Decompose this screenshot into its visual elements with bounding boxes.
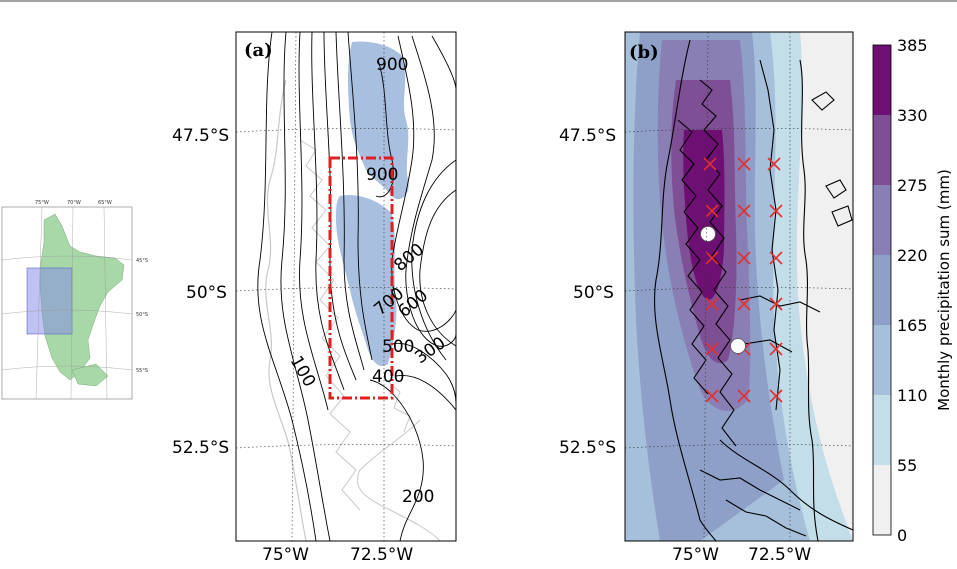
inset-lon-label-3: 65°W (98, 200, 112, 206)
precip-band-385 (683, 130, 725, 300)
colorbar-swatch-275-330 (873, 115, 891, 185)
grid-point-marker (767, 157, 781, 171)
station-marker (700, 226, 716, 242)
inset-lon-label-1: 75°W (35, 200, 49, 206)
panel-a-label: (a) (244, 40, 273, 61)
colorbar-tick: 385 (897, 36, 928, 55)
grid-point-marker (737, 157, 751, 171)
panel-a-lat-label: 52.5°S (172, 438, 229, 458)
grid-point-marker (703, 157, 717, 171)
grid-point-marker (769, 389, 783, 403)
panel-b-frame (624, 31, 854, 542)
contour-label: 900 (376, 55, 408, 75)
panel-b-lat-label: 52.5°S (559, 438, 616, 458)
grid-point-marker (737, 251, 751, 265)
panel-a-frame (235, 31, 457, 542)
colorbar-swatch-0-55 (873, 465, 891, 535)
colorbar-tick: 275 (897, 176, 928, 195)
colorbar-swatch-165-220 (873, 255, 891, 325)
panel-b: (b) 47.5°S 50°S 52.5°S 75°W 72.5°W (559, 31, 854, 565)
panel-b-lat-label: 50°S (573, 283, 614, 303)
panel-a-graticule (236, 32, 456, 541)
panel-b-lon-label: 72.5°W (748, 545, 811, 565)
panel-a-lat-label: 47.5°S (172, 126, 229, 146)
grid-point-marker (705, 204, 719, 218)
grid-point-marker (769, 297, 783, 311)
inset-map: 75°W 70°W 65°W 45°S 50°S 55°S (1, 200, 148, 400)
inset-lat-label-3: 55°S (136, 368, 148, 374)
panel-a-domain-box (328, 156, 394, 400)
panel-b-graticule (625, 32, 853, 541)
grid-point-marker (737, 389, 751, 403)
grid-point-marker (705, 342, 719, 356)
contour-label: 900 (366, 165, 398, 185)
grid-point-marker (705, 251, 719, 265)
panel-a-coastline-west (265, 79, 307, 541)
panel-b-coastline (653, 39, 853, 541)
colorbar-tick: 165 (897, 316, 928, 335)
colorbar-tick: 0 (897, 526, 907, 545)
grid-point-marker (769, 251, 783, 265)
colorbar-tick: 55 (897, 456, 917, 475)
panel-a-lon-label: 72.5°W (350, 545, 413, 565)
inset-lat-label-1: 45°S (136, 258, 148, 264)
colorbar-swatch-55-110 (873, 395, 891, 465)
panel-a-background (236, 32, 456, 541)
grid-point-marker (737, 297, 751, 311)
panel-b-grid-points (703, 157, 783, 403)
inset-domain-box (26, 267, 73, 335)
grid-point-marker (705, 389, 719, 403)
inset-tierra-del-fuego (71, 363, 109, 387)
colorbar-frame (872, 44, 892, 536)
colorbar-tick: 110 (897, 386, 928, 405)
grid-point-marker (769, 342, 783, 356)
station-marker (730, 338, 746, 354)
contour-label: 400 (372, 367, 404, 387)
contour-label: 500 (382, 337, 414, 357)
panel-a-lakes (385, 379, 411, 433)
panel-b-label: (b) (629, 42, 659, 63)
panel-a: 900 900 800 600 700 500 400 300 100 200 … (172, 31, 457, 565)
colorbar-swatch-220-275 (873, 185, 891, 255)
colorbar-tick: 220 (897, 246, 928, 265)
icefield-north (348, 41, 409, 200)
panel-a-coast-south (356, 419, 441, 541)
panel-a-lat-label: 50°S (186, 283, 227, 303)
panel-b-lon-label: 75°W (672, 545, 719, 565)
grid-point-marker (769, 204, 783, 218)
colorbar: 385 330 275 220 165 110 55 0 Monthly pre… (872, 36, 953, 545)
colorbar-title: Monthly precipitation sum (mm) (935, 169, 953, 411)
inset-lat-label-2: 50°S (136, 312, 148, 318)
colorbar-swatch-110-165 (873, 325, 891, 395)
panel-b-lat-label: 47.5°S (559, 126, 616, 146)
inset-lon-label-2: 70°W (67, 200, 81, 206)
colorbar-tick: 330 (897, 106, 928, 125)
colorbar-swatch-330-385 (873, 45, 891, 115)
grid-point-marker (737, 204, 751, 218)
contour-label: 200 (402, 487, 434, 507)
grid-point-marker (705, 297, 719, 311)
panel-a-lon-label: 75°W (262, 545, 309, 565)
icefield-south (336, 194, 397, 367)
